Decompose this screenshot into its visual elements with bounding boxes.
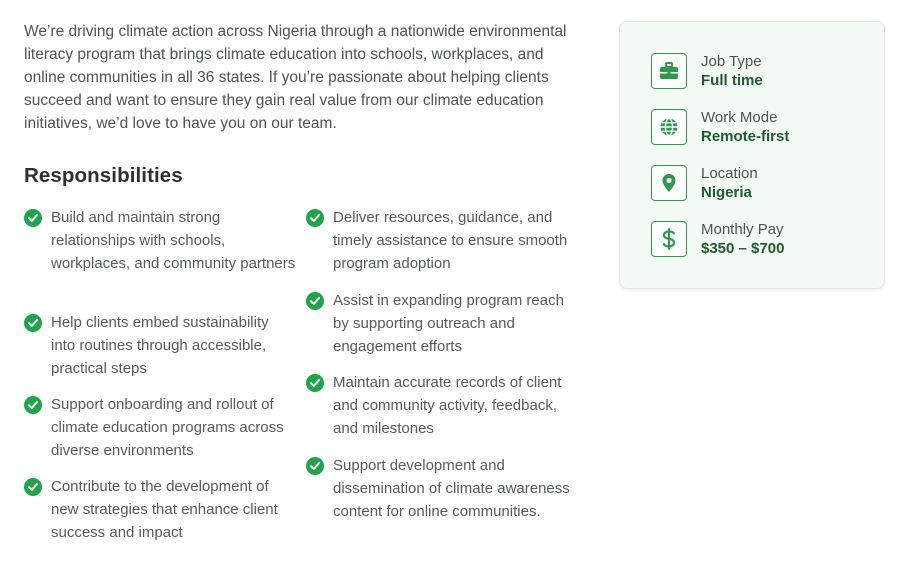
work-mode-info: Work Mode Remote-first: [651, 108, 789, 146]
list-item-text: Help clients embed sustainability into r…: [51, 314, 269, 377]
check-circle-icon: [24, 396, 42, 414]
check-circle-icon: [24, 209, 42, 227]
monthly-pay-label: Monthly Pay: [701, 221, 784, 238]
list-item-text: Support onboarding and rollout of climat…: [51, 396, 284, 459]
location-label: Location: [701, 165, 758, 182]
list-item: Contribute to the development of new str…: [24, 475, 296, 544]
list-item: Assist in expanding program reach by sup…: [306, 289, 578, 371]
list-item: Support onboarding and rollout of climat…: [24, 393, 296, 475]
list-item-text: Support development and dissemination of…: [333, 457, 570, 520]
job-type-info: Job Type Full time: [651, 52, 763, 90]
job-type-label: Job Type: [701, 53, 762, 70]
check-circle-icon: [306, 457, 324, 475]
list-item-text: Assist in expanding program reach by sup…: [333, 292, 564, 355]
job-description-intro: We’re driving climate action across Nige…: [24, 23, 567, 132]
check-circle-icon: [306, 374, 324, 392]
job-type-value: Full time: [701, 72, 763, 89]
list-item-text: Deliver resources, guidance, and timely …: [333, 209, 568, 272]
responsibilities-list-right: Deliver resources, guidance, and timely …: [306, 206, 578, 523]
list-item: Maintain accurate records of client and …: [306, 371, 578, 454]
list-item-text: Build and maintain strong relationships …: [51, 209, 296, 272]
responsibilities-list-left: Build and maintain strong relationships …: [24, 206, 296, 544]
job-info-card: Job Type Full time Work Mode Remote-firs…: [619, 21, 885, 289]
list-item: Deliver resources, guidance, and timely …: [306, 206, 578, 289]
location-info: Location Nigeria: [651, 164, 758, 202]
list-item: Help clients embed sustainability into r…: [24, 311, 296, 393]
check-circle-icon: [306, 292, 324, 310]
monthly-pay-value: $350 – $700: [701, 240, 785, 257]
map-pin-icon: [651, 165, 687, 201]
list-item-text: Maintain accurate records of client and …: [333, 374, 562, 437]
monthly-pay-info: Monthly Pay $350 – $700: [651, 220, 784, 258]
globe-icon: [651, 109, 687, 145]
list-item: Build and maintain strong relationships …: [24, 206, 296, 311]
location-value: Nigeria: [701, 184, 752, 201]
check-circle-icon: [306, 209, 324, 227]
check-circle-icon: [24, 314, 42, 332]
list-item-text: Contribute to the development of new str…: [51, 478, 278, 541]
work-mode-label: Work Mode: [701, 109, 778, 126]
dollar-icon: [651, 221, 687, 257]
list-item: Support development and dissemination of…: [306, 454, 578, 523]
responsibilities-heading: Responsibilities: [24, 164, 183, 187]
briefcase-icon: [651, 53, 687, 89]
check-circle-icon: [24, 478, 42, 496]
work-mode-value: Remote-first: [701, 128, 790, 145]
